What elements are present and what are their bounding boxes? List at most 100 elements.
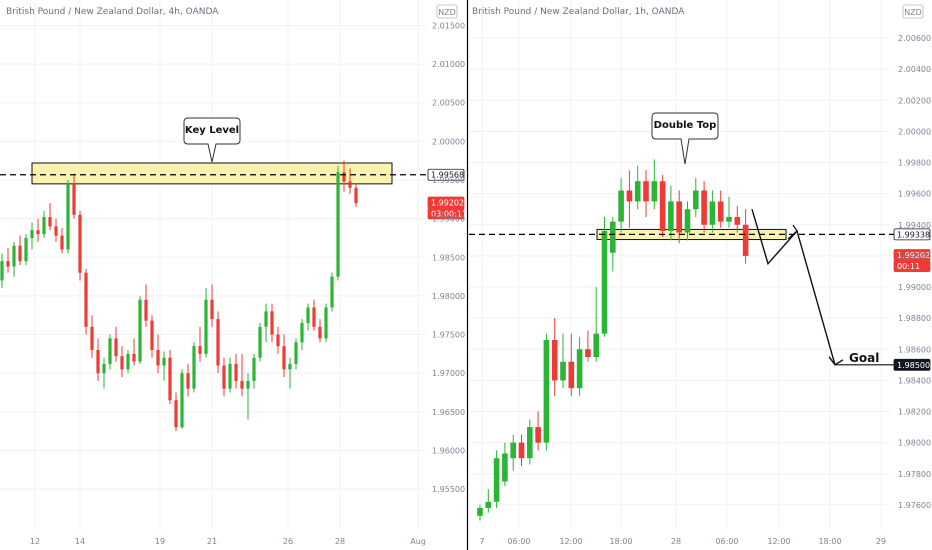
- y-axis-1h[interactable]: 2.00600 2.00400 2.00200 2.00000 1.99800 1.996…: [898, 34, 931, 510]
- y-tick-label: 1.96000: [432, 446, 465, 455]
- y-tick-label: 1.99600: [898, 190, 931, 199]
- y-tick-label: 1.99400: [898, 221, 931, 230]
- candle-body: [198, 346, 202, 354]
- price-badge: [427, 207, 465, 220]
- y-tick-label: 1.98000: [432, 292, 465, 301]
- currency-badge-4h[interactable]: NZD: [436, 4, 458, 19]
- y-tick-label: 1.99000: [432, 215, 465, 224]
- candle-body: [348, 181, 352, 188]
- y-tick-label: 2.00000: [898, 127, 931, 136]
- candle-body: [560, 361, 566, 381]
- y-tick-label: 2.00600: [898, 34, 931, 43]
- candle-body: [210, 299, 214, 320]
- candle-body: [258, 326, 262, 358]
- candle-body: [734, 216, 741, 225]
- x-tick-label: 28: [335, 537, 345, 546]
- candle-body: [282, 346, 286, 370]
- y-tick-label: 2.01000: [432, 60, 465, 69]
- candle-body: [240, 380, 244, 389]
- candle-body: [18, 245, 22, 262]
- price-badge: [427, 168, 465, 181]
- candle-body: [709, 201, 716, 225]
- candle-body: [485, 501, 492, 508]
- price-badge: [893, 260, 931, 272]
- y-tick-label: 1.97600: [898, 501, 931, 510]
- candle-body: [551, 339, 558, 381]
- y-tick-label: 1.98000: [898, 439, 931, 448]
- x-tick-label: 7: [479, 537, 484, 546]
- candle-body: [294, 342, 298, 364]
- projection-path: [751, 209, 836, 366]
- chart-title-1h: British Pound / New Zealand Dollar, 1h, …: [472, 7, 685, 17]
- y-tick-label: 1.97000: [432, 369, 465, 378]
- x-tick-label: 18:00: [818, 537, 841, 546]
- candle-body: [693, 190, 699, 210]
- candle-body: [156, 350, 160, 366]
- candle-body: [668, 201, 674, 231]
- candle-body: [477, 507, 483, 516]
- candle-body: [12, 245, 16, 267]
- y-tick-label: 2.00400: [898, 65, 931, 74]
- candle-body: [246, 380, 250, 389]
- candle-body: [568, 361, 575, 389]
- candle-body: [543, 339, 550, 443]
- candle-body: [120, 356, 124, 370]
- x-tick-label: 18:00: [609, 537, 632, 546]
- goal-label: Goal: [849, 351, 879, 365]
- candle-body: [150, 320, 154, 350]
- y-tick-label: 1.98400: [898, 376, 931, 385]
- callout-bubble: [651, 112, 719, 165]
- candle-body: [659, 181, 666, 231]
- candle-body: [138, 299, 142, 362]
- y-axis-4h[interactable]: 2.01500 2.01000 2.00500 2.00000 1.99500 1.990…: [432, 21, 465, 494]
- candle-body: [593, 333, 599, 358]
- callout-double-top: Double Top: [651, 112, 719, 165]
- candle-body: [90, 326, 94, 350]
- candle-body: [48, 217, 52, 227]
- candle-body: [114, 338, 118, 357]
- candle-body: [318, 326, 322, 339]
- candle-body: [643, 181, 649, 202]
- candle-body: [342, 172, 346, 182]
- x-axis-1h[interactable]: 7 06:00 12:00 18:00 28 06:00 12:00 18:00 29: [479, 537, 886, 546]
- x-tick-label: 06:00: [715, 537, 738, 546]
- x-axis-4h[interactable]: 12 14 19 21 26 28 Aug: [30, 537, 426, 546]
- candle-body: [42, 217, 46, 235]
- price-badges: 1.99568 1.99202 03:00:11: [427, 168, 467, 220]
- callout-label: Double Top: [654, 120, 717, 131]
- price-badge-label: 1.99202: [897, 251, 930, 260]
- x-tick-label: 06:00: [507, 537, 530, 546]
- candle-body: [493, 458, 500, 502]
- price-badge-label: 1.99568: [431, 171, 464, 180]
- price-badge-label: 1.99202: [431, 199, 464, 208]
- candle-body: [717, 201, 724, 222]
- candle-body: [234, 363, 238, 381]
- x-tick-label: 28: [671, 537, 681, 546]
- y-tick-label: 2.00500: [432, 99, 465, 108]
- y-tick-label: 1.98600: [898, 345, 931, 354]
- candle-body: [601, 230, 608, 334]
- candles-1h[interactable]: [477, 159, 749, 521]
- x-tick-label: 12:00: [767, 537, 790, 546]
- currency-badge-1h[interactable]: NZD: [902, 4, 924, 19]
- y-tick-label: 1.98800: [898, 314, 931, 323]
- candle-body: [84, 272, 88, 327]
- candles-4h[interactable]: [0, 160, 358, 432]
- candle-body: [144, 299, 148, 321]
- x-tick-label: 14: [75, 537, 85, 546]
- candle-body: [651, 181, 658, 202]
- candle-body: [126, 353, 130, 370]
- candle-body: [324, 307, 328, 339]
- y-tick-label: 1.97500: [432, 331, 465, 340]
- y-tick-label: 1.99800: [898, 159, 931, 168]
- candle-body: [502, 453, 508, 482]
- candle-body: [108, 338, 112, 364]
- y-tick-label: 1.95500: [432, 485, 465, 494]
- candle-body: [684, 209, 691, 233]
- candle-body: [626, 190, 633, 202]
- candle-body: [36, 230, 40, 235]
- annotations-4h: 1.99568 1.99202 03:00:11 Key Level: [0, 117, 467, 220]
- grid-lines: [469, 0, 890, 530]
- candle-body: [60, 235, 64, 250]
- candle-body: [354, 187, 358, 204]
